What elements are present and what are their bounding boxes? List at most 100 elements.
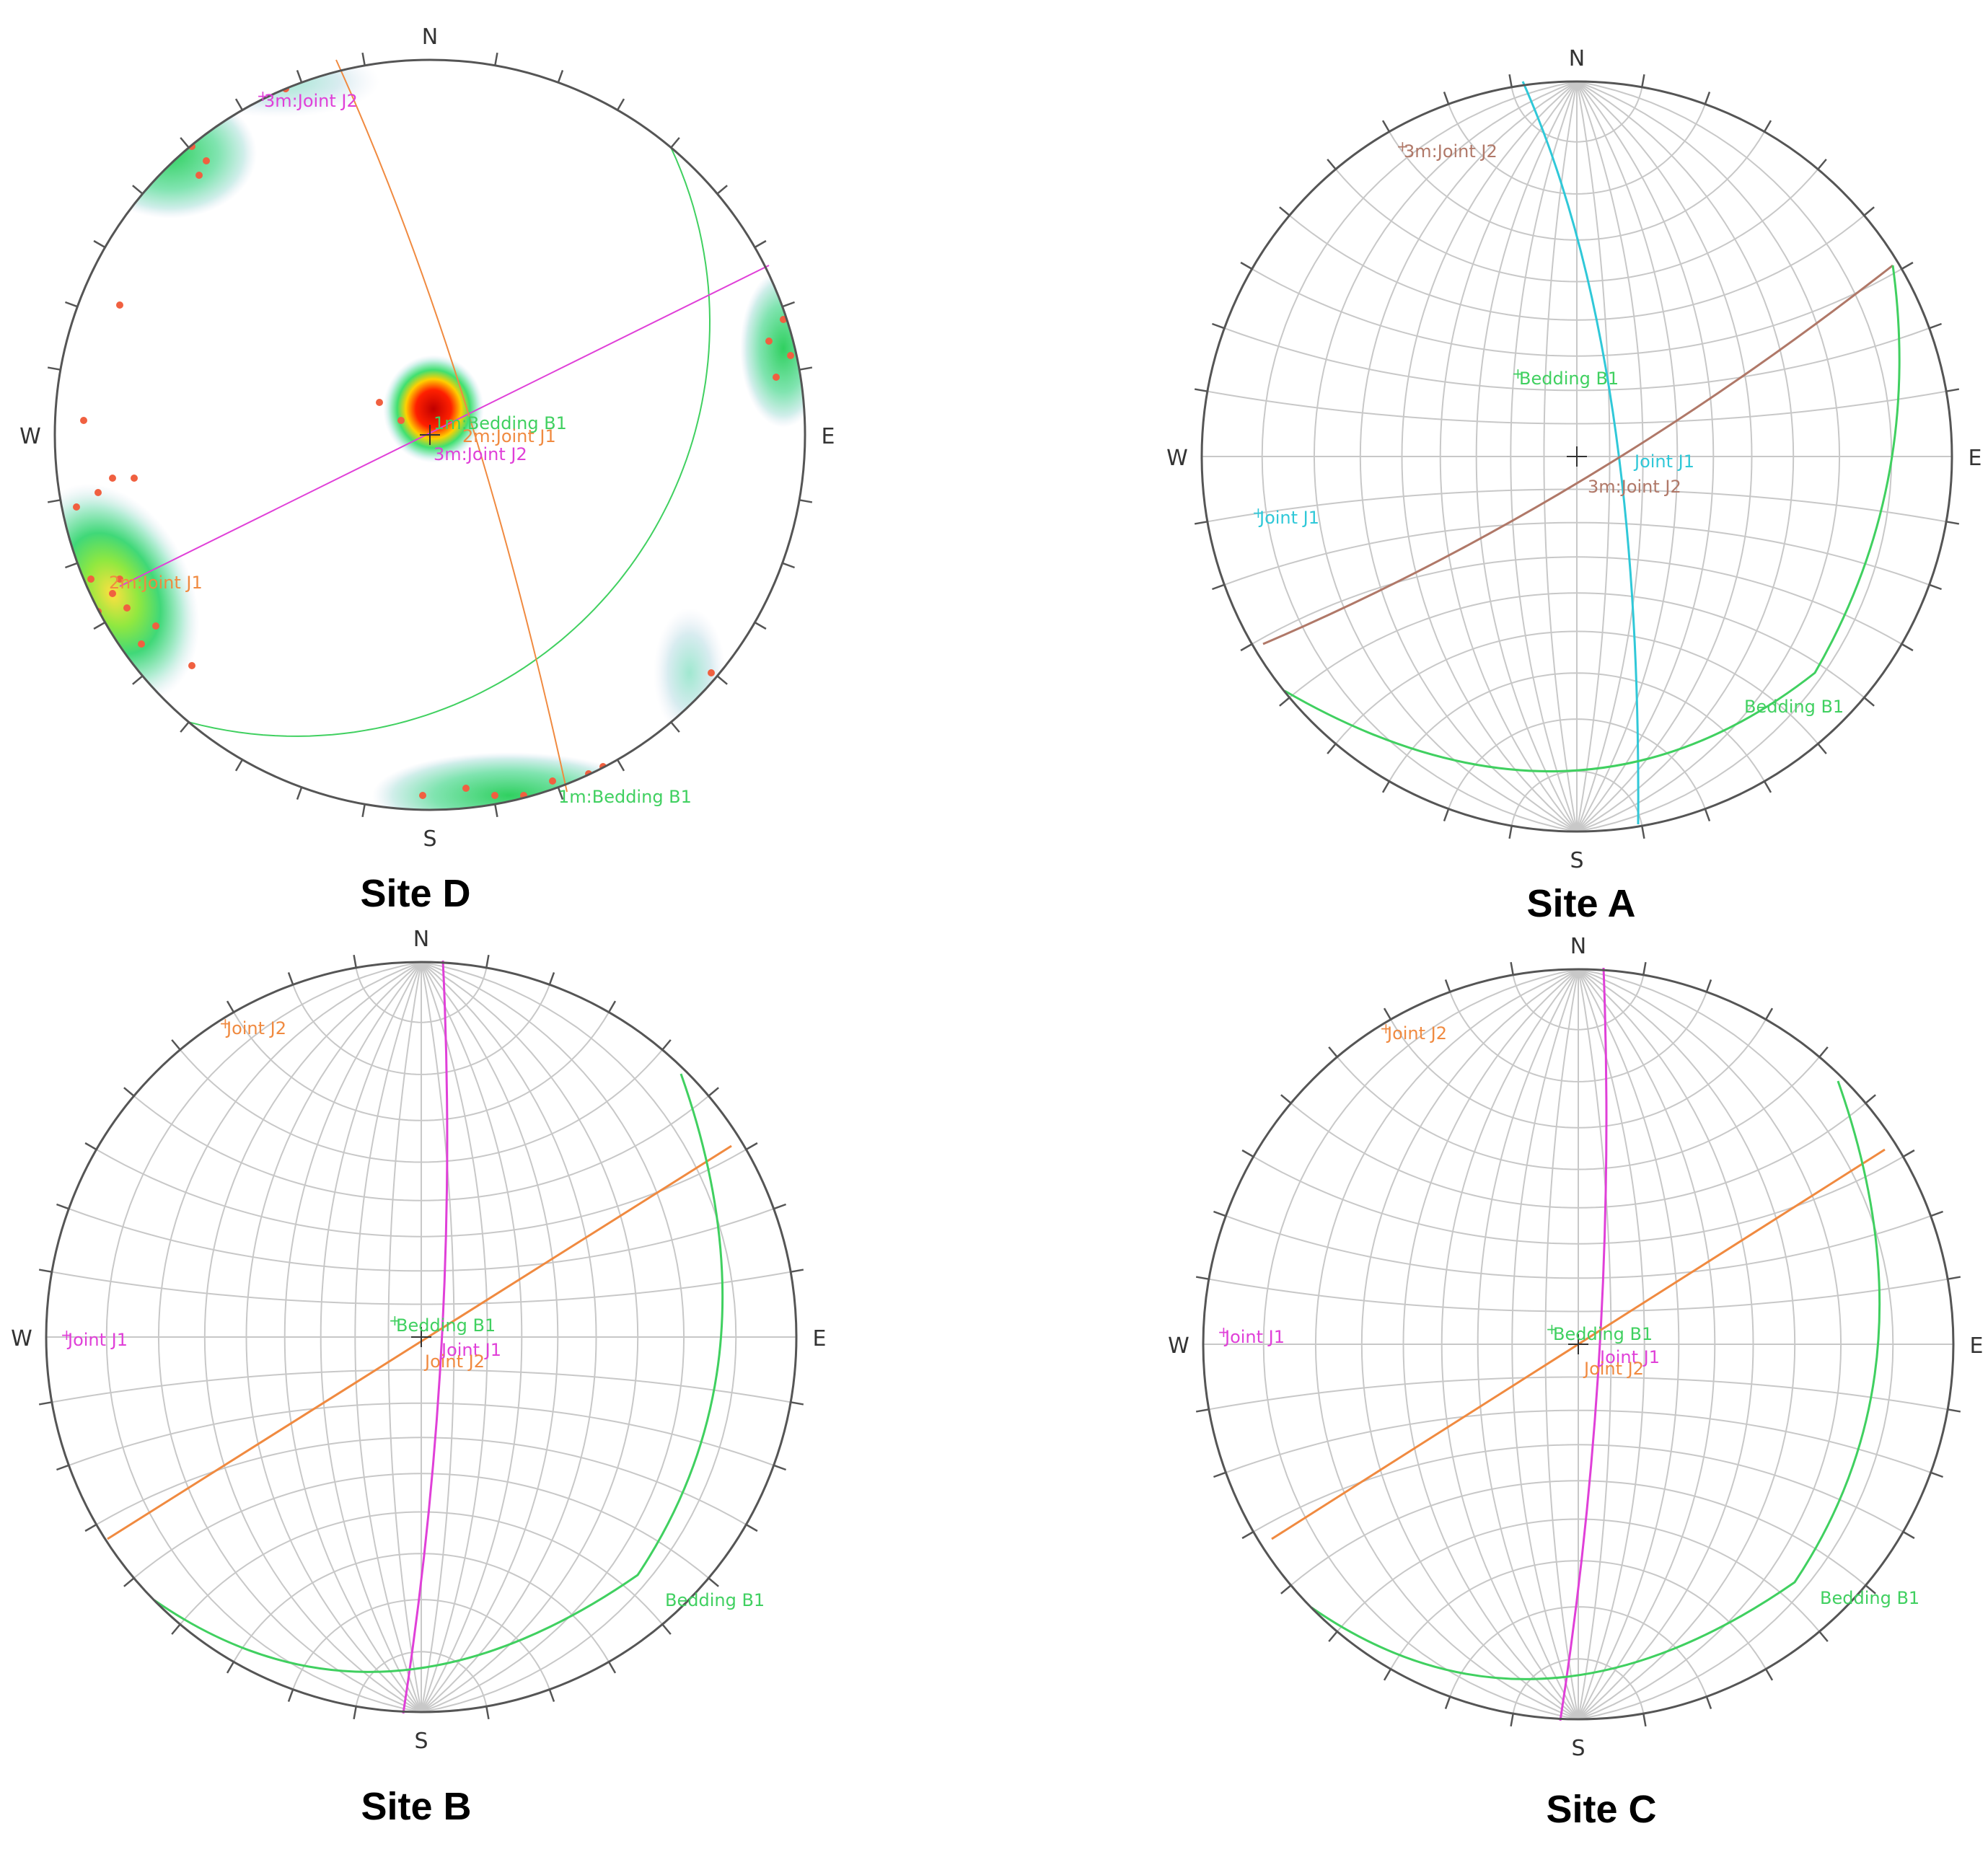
density-cluster-south bbox=[372, 752, 646, 810]
tick-mark bbox=[1240, 643, 1253, 652]
net-great-circle bbox=[320, 962, 422, 1712]
net-great-circle bbox=[1576, 81, 1841, 832]
tick-mark bbox=[1195, 1276, 1210, 1280]
net-great-circle bbox=[1576, 81, 1644, 832]
tick-mark bbox=[1508, 74, 1513, 88]
tick-mark bbox=[1328, 1046, 1338, 1058]
net-great-circle bbox=[105, 962, 422, 1712]
tick-mark bbox=[1817, 743, 1827, 754]
tick-mark bbox=[708, 1577, 719, 1587]
tick-mark bbox=[557, 70, 564, 83]
compass-east: E bbox=[822, 424, 835, 449]
tick-mark bbox=[296, 787, 303, 800]
pole-point bbox=[94, 489, 102, 496]
net-great-circle bbox=[245, 962, 422, 1712]
net-great-circle bbox=[1578, 969, 1680, 1719]
tick-mark bbox=[1443, 92, 1450, 105]
net-great-circle bbox=[354, 962, 422, 1712]
tick-mark bbox=[296, 70, 303, 83]
net-great-circle bbox=[421, 962, 685, 1712]
tick-mark bbox=[226, 1661, 235, 1674]
tick-mark bbox=[790, 1401, 804, 1406]
tick-mark bbox=[287, 972, 294, 985]
primitive-circle bbox=[53, 58, 806, 811]
compass-west: W bbox=[11, 1326, 32, 1351]
tick-mark bbox=[171, 1623, 181, 1635]
tick-mark bbox=[745, 1523, 758, 1532]
tick-mark bbox=[1929, 322, 1942, 330]
tick-mark bbox=[773, 1464, 786, 1471]
tick-mark bbox=[1280, 1584, 1292, 1594]
tick-mark bbox=[754, 621, 767, 630]
tick-mark bbox=[1930, 1210, 1943, 1217]
tick-mark bbox=[548, 972, 555, 985]
pole-point bbox=[116, 575, 123, 583]
net-great-circle bbox=[1262, 969, 1579, 1719]
net-great-circle bbox=[1314, 969, 1579, 1719]
plane-label: Joint J1 bbox=[1633, 451, 1694, 472]
gc-joint-j2 bbox=[1262, 264, 1894, 645]
compass-north: N bbox=[413, 927, 429, 952]
tick-mark bbox=[1444, 1696, 1451, 1709]
tick-mark bbox=[1194, 521, 1208, 525]
pole-marker: + bbox=[1252, 504, 1265, 521]
tick-mark bbox=[1279, 697, 1290, 707]
gc-joint-j1 bbox=[1521, 81, 1640, 825]
site-d-title: Site D bbox=[360, 872, 471, 915]
pole-marker: + bbox=[389, 1312, 401, 1329]
tick-mark bbox=[773, 1203, 786, 1210]
net-great-circle bbox=[1578, 969, 1645, 1719]
gc-joint-j1 bbox=[335, 59, 568, 793]
tick-mark bbox=[38, 1269, 53, 1273]
tick-mark bbox=[47, 366, 61, 371]
tick-mark bbox=[1947, 1276, 1961, 1280]
gc-joint-j2 bbox=[107, 1144, 732, 1540]
net-great-circle bbox=[1441, 969, 1579, 1719]
plane-label: Joint J1 bbox=[1223, 1327, 1285, 1347]
pole-marker: + bbox=[1512, 365, 1524, 382]
net-great-circle bbox=[203, 962, 422, 1712]
tick-mark bbox=[1510, 961, 1514, 976]
plane-label: Bedding B1 bbox=[396, 1315, 496, 1336]
plane-label: Joint J1 bbox=[1598, 1347, 1660, 1367]
tick-mark bbox=[1212, 322, 1225, 330]
plane-label: Joint J2 bbox=[1583, 1359, 1644, 1379]
gc-joint-j1 bbox=[1559, 967, 1608, 1721]
net-great-circle bbox=[283, 962, 422, 1712]
tick-mark bbox=[1901, 643, 1914, 652]
plane-label: Bedding B1 bbox=[1519, 369, 1619, 389]
net-great-circle bbox=[1578, 969, 1796, 1719]
tick-mark bbox=[1705, 979, 1712, 992]
pole-point bbox=[109, 590, 116, 597]
tick-mark bbox=[1510, 1713, 1514, 1727]
tick-mark bbox=[616, 759, 625, 772]
net-great-circle bbox=[1510, 81, 1578, 832]
compass-west: W bbox=[1168, 1333, 1189, 1359]
tick-mark bbox=[616, 98, 625, 111]
gc-joint-j1 bbox=[402, 960, 449, 1714]
net-great-circle bbox=[421, 962, 737, 1712]
tick-mark bbox=[799, 499, 813, 503]
tick-mark bbox=[65, 301, 78, 308]
pole-marker: + bbox=[219, 1015, 232, 1032]
tick-mark bbox=[799, 366, 813, 371]
tick-mark bbox=[1902, 1530, 1915, 1540]
net-great-circle bbox=[421, 962, 639, 1712]
pole-point bbox=[123, 676, 131, 684]
gc-bedding-b1 bbox=[154, 1073, 724, 1673]
tick-mark bbox=[661, 1039, 672, 1051]
tick-mark bbox=[1194, 388, 1208, 392]
tick-mark bbox=[1381, 780, 1391, 793]
tick-mark bbox=[132, 675, 144, 685]
plane-label: Bedding B1 bbox=[1744, 697, 1844, 717]
pole-point bbox=[462, 785, 470, 792]
net-great-circle bbox=[421, 962, 455, 1712]
plane-label: 3m:Joint J2 bbox=[1404, 141, 1497, 162]
tick-mark bbox=[1764, 1668, 1774, 1681]
tick-mark bbox=[1213, 1471, 1226, 1478]
net-great-circle bbox=[1578, 969, 1842, 1719]
tick-mark bbox=[1865, 1094, 1876, 1104]
tick-mark bbox=[1763, 120, 1772, 133]
